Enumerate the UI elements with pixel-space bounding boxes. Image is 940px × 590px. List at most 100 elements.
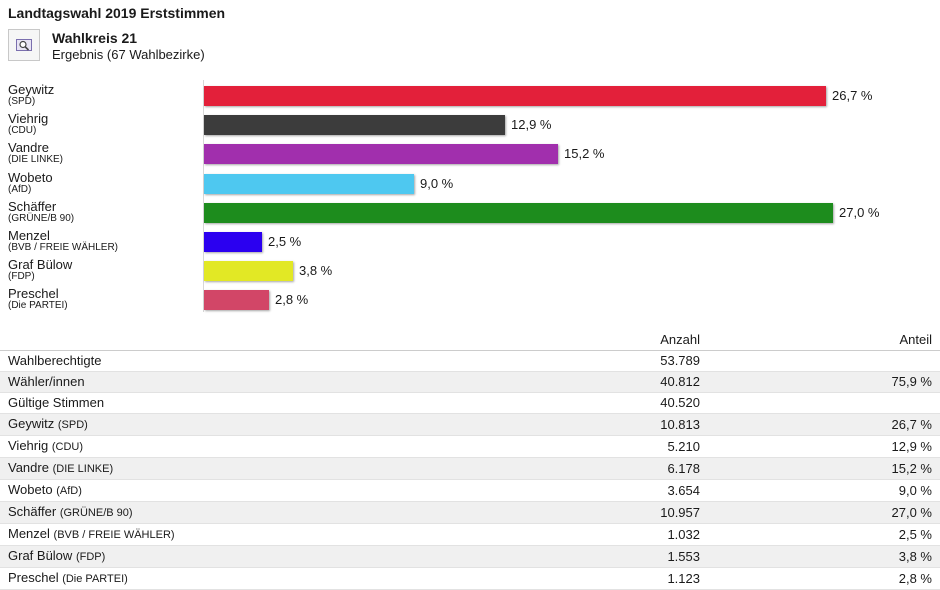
row-name: Schäffer xyxy=(8,504,57,519)
row-count: 1.123 xyxy=(667,570,700,586)
candidate-name: Wobeto xyxy=(8,169,53,185)
row-name: Wahlberechtigte xyxy=(8,353,102,368)
row-count: 6.178 xyxy=(667,460,700,476)
bar-value-label: 3,8 % xyxy=(299,263,333,279)
page-title: Landtagswahl 2019 Erststimmen xyxy=(8,5,226,21)
map-search-icon-graphic xyxy=(16,39,32,51)
header-share: Anteil xyxy=(899,332,932,347)
candidate-party: (FDP) xyxy=(8,271,35,283)
table-row: Graf Bülow (FDP) 1.553 3,8 % xyxy=(0,545,940,568)
row-name: Wobeto xyxy=(8,482,53,497)
bar[interactable] xyxy=(204,232,262,252)
row-count: 3.654 xyxy=(667,482,700,498)
candidate-name: Geywitz xyxy=(8,82,55,97)
candidate-party: (CDU) xyxy=(8,125,37,137)
row-party: (AfD) xyxy=(56,485,82,497)
row-name-cell: Vandre (DIE LINKE) xyxy=(0,458,524,480)
table-row: Gültige Stimmen 40.520 xyxy=(0,393,940,414)
row-name-cell: Wahlberechtigte xyxy=(0,351,524,372)
bar-value-label: 26,7 % xyxy=(832,88,873,103)
row-name: Geywitz xyxy=(8,416,55,431)
candidate-name: Preschel xyxy=(8,286,59,302)
row-party: (CDU) xyxy=(51,441,84,453)
bar-value-label: 12,9 % xyxy=(511,117,552,133)
table-row: Wobeto (AfD) 3.654 9,0 % xyxy=(0,480,940,502)
row-name: Graf Bülow xyxy=(8,548,73,563)
header-count: Anzahl xyxy=(660,332,700,347)
candidate-name: Graf Bülow xyxy=(8,257,73,273)
row-share xyxy=(708,351,940,372)
chart-axis-line xyxy=(203,80,204,312)
table-row: Wahlberechtigte 53.789 xyxy=(0,351,940,372)
bar-value-label: 15,2 % xyxy=(564,146,605,162)
row-party: (BVB / FREIE WÄHLER) xyxy=(53,529,175,541)
row-share: 3,8 % xyxy=(898,548,932,564)
row-count: 40.520 xyxy=(660,395,700,410)
table-header-row: Anzahl Anteil xyxy=(0,330,940,351)
row-share: 2,8 % xyxy=(898,570,932,586)
row-party: (DIE LINKE) xyxy=(52,463,114,475)
row-name: Gültige Stimmen xyxy=(8,395,105,410)
row-name-cell: Geywitz (SPD) xyxy=(0,414,524,436)
bar-chart: Geywitz (SPD) 26,7 % Viehrig (CDU) 12,9 % Vand… xyxy=(0,80,940,316)
row-count: 5.210 xyxy=(667,438,700,454)
row-name: Preschel xyxy=(8,570,59,585)
candidate-party: (SPD) xyxy=(8,96,36,107)
table-row: Viehrig (CDU) 5.210 12,9 % xyxy=(0,436,940,458)
table-row: Wähler/innen 40.812 75,9 % xyxy=(0,371,940,393)
map-search-icon[interactable] xyxy=(8,29,40,61)
table-row: Geywitz (SPD) 10.813 26,7 % xyxy=(0,413,940,436)
candidate-name: Schäffer xyxy=(8,198,57,214)
candidate-party: (DIE LINKE) xyxy=(8,154,64,166)
row-name-cell: Wähler/innen xyxy=(0,372,524,393)
row-name-cell: Schäffer (GRÜNE/B 90) xyxy=(0,502,524,524)
candidate-party: (GRÜNE/B 90) xyxy=(8,212,75,224)
row-name: Viehrig xyxy=(8,438,49,453)
row-name: Wähler/innen xyxy=(8,374,85,389)
candidate-name: Viehrig xyxy=(8,111,49,127)
row-party: (SPD) xyxy=(57,419,88,431)
bar-value-label: 2,5 % xyxy=(268,234,302,249)
bar[interactable] xyxy=(204,115,505,136)
candidate-name: Vandre xyxy=(8,140,49,156)
row-count: 40.812 xyxy=(660,374,700,389)
results-table: Anzahl Anteil Wahlberechtigte 53.789 Wähle… xyxy=(0,330,940,590)
header-name xyxy=(0,330,524,351)
table-row: Menzel (BVB / FREIE WÄHLER) 1.032 2,5 % xyxy=(0,524,940,546)
row-share: 27,0 % xyxy=(891,504,932,520)
bar-value-label: 27,0 % xyxy=(839,204,880,220)
bar[interactable] xyxy=(204,173,414,194)
row-name-cell: Viehrig (CDU) xyxy=(0,436,524,458)
candidate-party: (Die PARTEI) xyxy=(8,300,68,312)
bar[interactable] xyxy=(204,86,826,106)
row-share xyxy=(708,393,940,414)
bar[interactable] xyxy=(204,261,293,282)
candidate-party: (AfD) xyxy=(8,183,32,195)
row-share: 12,9 % xyxy=(891,438,932,454)
row-name-cell: Preschel (Die PARTEI) xyxy=(0,568,524,590)
bar-value-label: 9,0 % xyxy=(420,175,454,191)
row-share: 2,5 % xyxy=(898,526,932,542)
bar[interactable] xyxy=(204,144,558,165)
candidate-party: (BVB / FREIE WÄHLER) xyxy=(8,242,119,253)
row-count: 1.553 xyxy=(667,548,700,564)
row-name-cell: Graf Bülow (FDP) xyxy=(0,546,524,568)
row-name-cell: Wobeto (AfD) xyxy=(0,480,524,502)
row-count: 10.957 xyxy=(660,504,700,520)
bar[interactable] xyxy=(204,202,833,223)
table-row: Preschel (Die PARTEI) 1.123 2,8 % xyxy=(0,568,940,590)
result-subtitle: Ergebnis (67 Wahlbezirke) xyxy=(52,47,205,62)
table-row: Schäffer (GRÜNE/B 90) 10.957 27,0 % xyxy=(0,501,940,524)
row-share: 9,0 % xyxy=(898,482,932,498)
row-share: 75,9 % xyxy=(891,374,932,389)
row-name-cell: Gültige Stimmen xyxy=(0,393,524,414)
row-share: 15,2 % xyxy=(891,460,932,476)
bar[interactable] xyxy=(204,290,269,311)
row-party: (FDP) xyxy=(75,551,106,563)
table-row: Vandre (DIE LINKE) 6.178 15,2 % xyxy=(0,457,940,480)
row-name: Menzel xyxy=(8,526,50,541)
row-count: 1.032 xyxy=(667,526,700,542)
wahlkreis-name: Wahlkreis 21 xyxy=(52,30,138,46)
bar-value-label: 2,8 % xyxy=(275,292,309,308)
row-share: 26,7 % xyxy=(891,416,932,432)
